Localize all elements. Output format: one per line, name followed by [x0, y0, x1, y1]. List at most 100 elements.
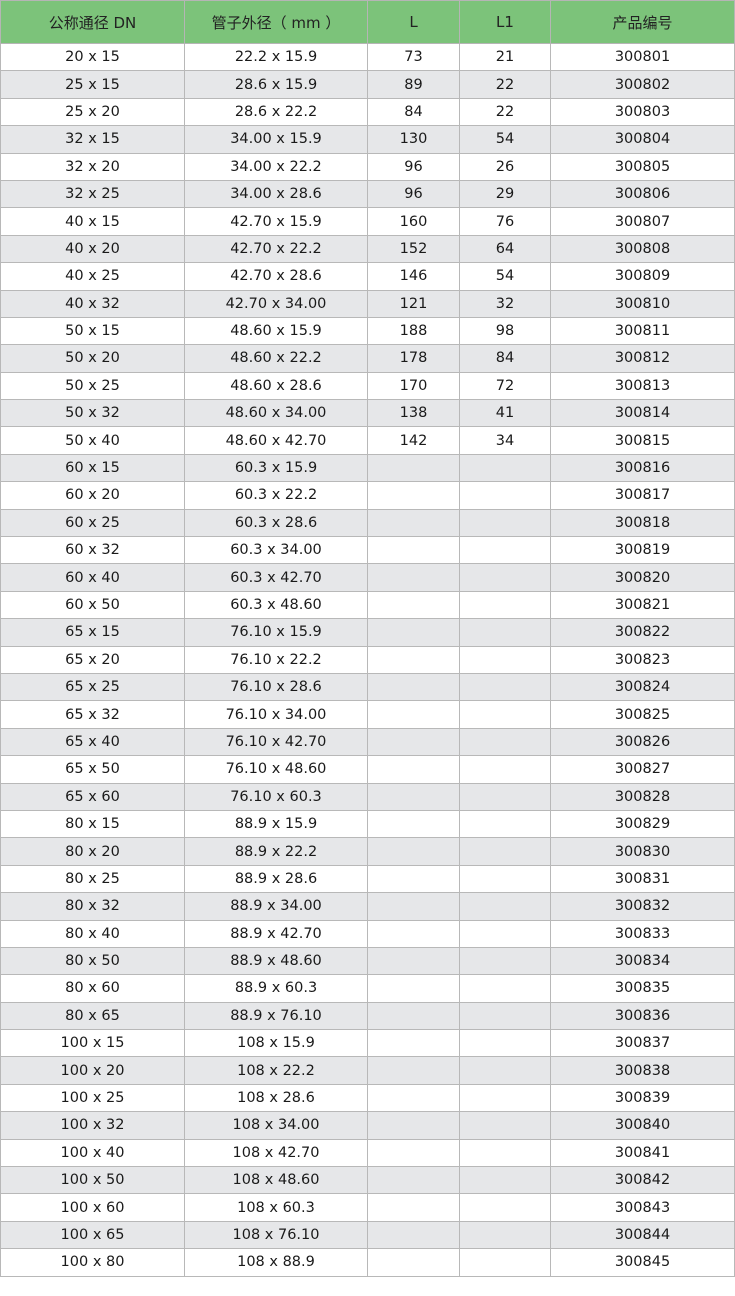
table-row: 80 x 60 88.9 x 60.3 300835 — [0, 974, 735, 1003]
cell-dn: 32 x 15 — [0, 125, 185, 154]
table-row: 32 x 20 34.00 x 22.2 96 26 300805 — [0, 152, 735, 181]
cell-l1: 32 — [459, 289, 551, 318]
cell-product-code: 300831 — [550, 864, 735, 894]
cell-l1: 84 — [459, 344, 551, 373]
cell-product-code: 300809 — [550, 262, 735, 291]
cell-l — [367, 590, 460, 620]
cell-l — [367, 919, 460, 948]
table-row: 100 x 32 108 x 34.00 300840 — [0, 1111, 735, 1140]
cell-dn: 20 x 15 — [0, 42, 185, 72]
cell-l: 146 — [367, 262, 460, 291]
table-row: 65 x 60 76.10 x 60.3 300828 — [0, 782, 735, 811]
cell-l1 — [459, 1166, 551, 1195]
cell-l: 170 — [367, 371, 460, 401]
cell-l: 130 — [367, 125, 460, 154]
cell-l: 73 — [367, 42, 460, 72]
cell-dn: 60 x 50 — [0, 590, 185, 620]
cell-product-code: 300828 — [550, 782, 735, 811]
table-row: 100 x 80 108 x 88.9 300845 — [0, 1248, 735, 1277]
cell-dn: 80 x 50 — [0, 946, 185, 976]
cell-l: 121 — [367, 289, 460, 318]
cell-l — [367, 508, 460, 538]
cell-l1 — [459, 672, 551, 702]
cell-product-code: 300827 — [550, 755, 735, 784]
cell-outer-diameter: 42.70 x 15.9 — [184, 207, 368, 236]
header-l1: L1 — [459, 0, 551, 44]
table-row: 65 x 20 76.10 x 22.2 300823 — [0, 645, 735, 674]
cell-l1 — [459, 563, 551, 592]
table-row: 40 x 20 42.70 x 22.2 152 64 300808 — [0, 234, 735, 264]
cell-outer-diameter: 48.60 x 15.9 — [184, 316, 368, 346]
cell-product-code: 300840 — [550, 1111, 735, 1140]
cell-l — [367, 837, 460, 866]
cell-product-code: 300829 — [550, 809, 735, 839]
header-dn: 公称通径 DN — [0, 0, 185, 44]
table-row: 20 x 15 22.2 x 15.9 73 21 300801 — [0, 42, 735, 72]
cell-dn: 32 x 25 — [0, 179, 185, 209]
cell-l: 96 — [367, 179, 460, 209]
cell-l1: 54 — [459, 125, 551, 154]
cell-l — [367, 1029, 460, 1058]
table-row: 80 x 32 88.9 x 34.00 300832 — [0, 892, 735, 921]
cell-l — [367, 1083, 460, 1113]
cell-l1 — [459, 590, 551, 620]
cell-outer-diameter: 108 x 42.70 — [184, 1138, 368, 1168]
cell-l: 188 — [367, 316, 460, 346]
cell-product-code: 300835 — [550, 974, 735, 1003]
cell-outer-diameter: 60.3 x 28.6 — [184, 508, 368, 538]
table-row: 40 x 15 42.70 x 15.9 160 76 300807 — [0, 207, 735, 236]
cell-l1 — [459, 727, 551, 757]
cell-l1: 22 — [459, 70, 551, 99]
cell-l1 — [459, 1138, 551, 1168]
cell-outer-diameter: 60.3 x 42.70 — [184, 563, 368, 592]
cell-dn: 60 x 20 — [0, 481, 185, 510]
cell-l: 89 — [367, 70, 460, 99]
cell-product-code: 300825 — [550, 700, 735, 729]
cell-dn: 60 x 32 — [0, 536, 185, 565]
table-row: 60 x 20 60.3 x 22.2 300817 — [0, 481, 735, 510]
table-row: 80 x 65 88.9 x 76.10 300836 — [0, 1001, 735, 1031]
cell-l — [367, 1220, 460, 1250]
cell-l: 142 — [367, 426, 460, 455]
cell-l: 138 — [367, 399, 460, 428]
cell-product-code: 300815 — [550, 426, 735, 455]
cell-dn: 100 x 32 — [0, 1111, 185, 1140]
cell-l — [367, 1166, 460, 1195]
cell-dn: 50 x 32 — [0, 399, 185, 428]
cell-l1: 72 — [459, 371, 551, 401]
cell-outer-diameter: 22.2 x 15.9 — [184, 42, 368, 72]
table-row: 100 x 15 108 x 15.9 300837 — [0, 1029, 735, 1058]
cell-product-code: 300803 — [550, 97, 735, 127]
cell-product-code: 300813 — [550, 371, 735, 401]
cell-l1 — [459, 946, 551, 976]
cell-l1 — [459, 1220, 551, 1250]
cell-product-code: 300838 — [550, 1056, 735, 1085]
cell-l1: 34 — [459, 426, 551, 455]
table-row: 65 x 25 76.10 x 28.6 300824 — [0, 672, 735, 702]
table-row: 80 x 25 88.9 x 28.6 300831 — [0, 864, 735, 894]
cell-outer-diameter: 76.10 x 15.9 — [184, 618, 368, 647]
cell-product-code: 300824 — [550, 672, 735, 702]
cell-l1 — [459, 1029, 551, 1058]
cell-dn: 100 x 20 — [0, 1056, 185, 1085]
table-row: 25 x 15 28.6 x 15.9 89 22 300802 — [0, 70, 735, 99]
cell-outer-diameter: 88.9 x 60.3 — [184, 974, 368, 1003]
table-row: 50 x 40 48.60 x 42.70 142 34 300815 — [0, 426, 735, 455]
cell-outer-diameter: 60.3 x 34.00 — [184, 536, 368, 565]
cell-product-code: 300826 — [550, 727, 735, 757]
cell-outer-diameter: 48.60 x 34.00 — [184, 399, 368, 428]
cell-outer-diameter: 28.6 x 22.2 — [184, 97, 368, 127]
table-row: 40 x 32 42.70 x 34.00 121 32 300810 — [0, 289, 735, 318]
cell-l1 — [459, 481, 551, 510]
cell-dn: 80 x 60 — [0, 974, 185, 1003]
cell-l1: 41 — [459, 399, 551, 428]
cell-l: 96 — [367, 152, 460, 181]
cell-product-code: 300843 — [550, 1193, 735, 1222]
cell-l: 152 — [367, 234, 460, 264]
cell-outer-diameter: 42.70 x 34.00 — [184, 289, 368, 318]
cell-dn: 80 x 40 — [0, 919, 185, 948]
cell-l — [367, 1248, 460, 1277]
cell-outer-diameter: 88.9 x 48.60 — [184, 946, 368, 976]
cell-product-code: 300832 — [550, 892, 735, 921]
